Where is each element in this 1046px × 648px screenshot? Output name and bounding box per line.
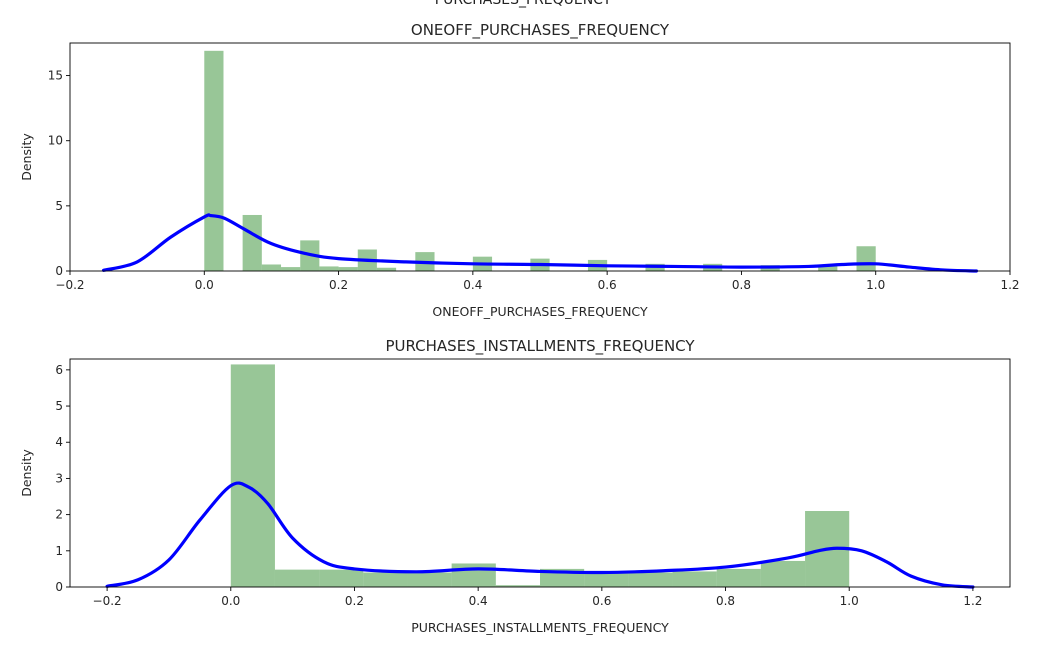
histogram-bar bbox=[261, 264, 282, 271]
histogram-bar bbox=[856, 246, 876, 271]
x-tick-label: 0.8 bbox=[716, 594, 735, 608]
y-tick-label: 5 bbox=[55, 399, 63, 413]
x-axis-label: PURCHASES_INSTALLMENTS_FREQUENCY bbox=[411, 620, 669, 635]
y-tick-label: 0 bbox=[55, 580, 63, 594]
x-tick-label: −0.2 bbox=[55, 278, 84, 292]
axes-frame bbox=[69, 358, 1011, 588]
y-axis-label: Density bbox=[19, 449, 34, 497]
histogram-bar bbox=[672, 571, 717, 587]
y-tick-label: 0 bbox=[55, 264, 63, 278]
x-tick-label: 0.4 bbox=[463, 278, 482, 292]
histogram-bar bbox=[274, 569, 320, 587]
x-tick-label: 1.0 bbox=[866, 278, 885, 292]
chart-oneoff-purchases-frequency: −0.2 0.0 0.2 0.4 0.6 0.8 1.0 1.2 0 5 10 15 ONEOFF_PU… bbox=[19, 21, 1020, 319]
x-tick-label: 0.8 bbox=[732, 278, 751, 292]
y-tick-label: 5 bbox=[55, 199, 63, 213]
x-tick-label: 0.4 bbox=[469, 594, 488, 608]
x-tick-label: 0.2 bbox=[345, 594, 364, 608]
x-tick-label: 1.2 bbox=[1000, 278, 1019, 292]
chart-title: PURCHASES_INSTALLMENTS_FREQUENCY bbox=[385, 337, 695, 356]
histogram-bar bbox=[407, 572, 452, 587]
histogram-bar bbox=[319, 569, 364, 587]
kde-line bbox=[105, 481, 975, 589]
histogram-bar bbox=[818, 265, 838, 271]
axes-frame bbox=[69, 42, 1011, 272]
x-tick-label: 0.0 bbox=[195, 278, 214, 292]
histogram-bar bbox=[242, 214, 262, 271]
y-axis-label: Density bbox=[19, 133, 34, 181]
x-tick-label: 0.0 bbox=[221, 594, 240, 608]
histogram-bar bbox=[204, 50, 224, 272]
histogram-bar bbox=[319, 266, 339, 271]
x-tick-label: 0.6 bbox=[592, 594, 611, 608]
histogram-bar bbox=[495, 585, 540, 587]
y-tick-label: 2 bbox=[55, 508, 63, 522]
histogram-bar bbox=[363, 572, 408, 587]
y-tick-label: 1 bbox=[55, 544, 63, 558]
y-tick-label: 4 bbox=[55, 435, 63, 449]
x-tick-label: 0.2 bbox=[329, 278, 348, 292]
y-tick-label: 6 bbox=[55, 363, 63, 377]
x-tick-label: 1.2 bbox=[963, 594, 982, 608]
histogram-bar bbox=[760, 560, 806, 587]
histogram-bar bbox=[628, 572, 673, 587]
y-tick-label: 15 bbox=[48, 69, 63, 83]
histogram-bar bbox=[230, 364, 275, 587]
histogram-bar bbox=[281, 267, 301, 271]
histogram-bar bbox=[451, 563, 496, 587]
y-tick-label: 3 bbox=[55, 471, 63, 485]
y-tick-label: 10 bbox=[48, 134, 63, 148]
histogram-bar bbox=[584, 572, 629, 587]
kde-line bbox=[101, 213, 979, 273]
histogram-bar bbox=[716, 568, 761, 587]
x-axis-label: ONEOFF_PURCHASES_FREQUENCY bbox=[432, 304, 648, 319]
x-tick-label: −0.2 bbox=[93, 594, 122, 608]
x-tick-label: 1.0 bbox=[840, 594, 859, 608]
chart-purchases-installments-frequency: −0.2 0.0 0.2 0.4 0.6 0.8 1.0 1.2 0 1 2 3 4 5 6 PURCHASE… bbox=[19, 337, 1011, 635]
x-tick-label: 0.6 bbox=[598, 278, 617, 292]
cut-off-figure-title: PURCHASES_FREQUENCY bbox=[434, 0, 612, 8]
histogram-bar bbox=[376, 267, 397, 271]
histogram-bar bbox=[338, 267, 358, 271]
chart-title: ONEOFF_PURCHASES_FREQUENCY bbox=[411, 21, 670, 40]
